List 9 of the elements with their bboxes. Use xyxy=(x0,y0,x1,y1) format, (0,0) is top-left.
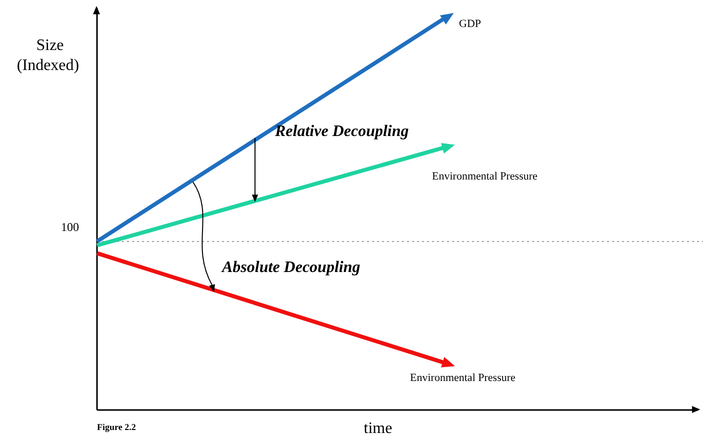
series-label: Environmental Pressure xyxy=(432,170,538,182)
caption: Figure 2.2 xyxy=(97,422,136,432)
series-label: Environmental Pressure xyxy=(410,372,516,384)
text: 100 xyxy=(61,220,79,234)
annotation: Relative Decoupling xyxy=(274,123,409,140)
x-axis-title: time xyxy=(364,420,392,437)
annotation: Absolute Decoupling xyxy=(221,259,360,276)
series-label: GDP xyxy=(459,18,482,30)
y-axis-title: Size (Indexed) xyxy=(16,37,80,74)
